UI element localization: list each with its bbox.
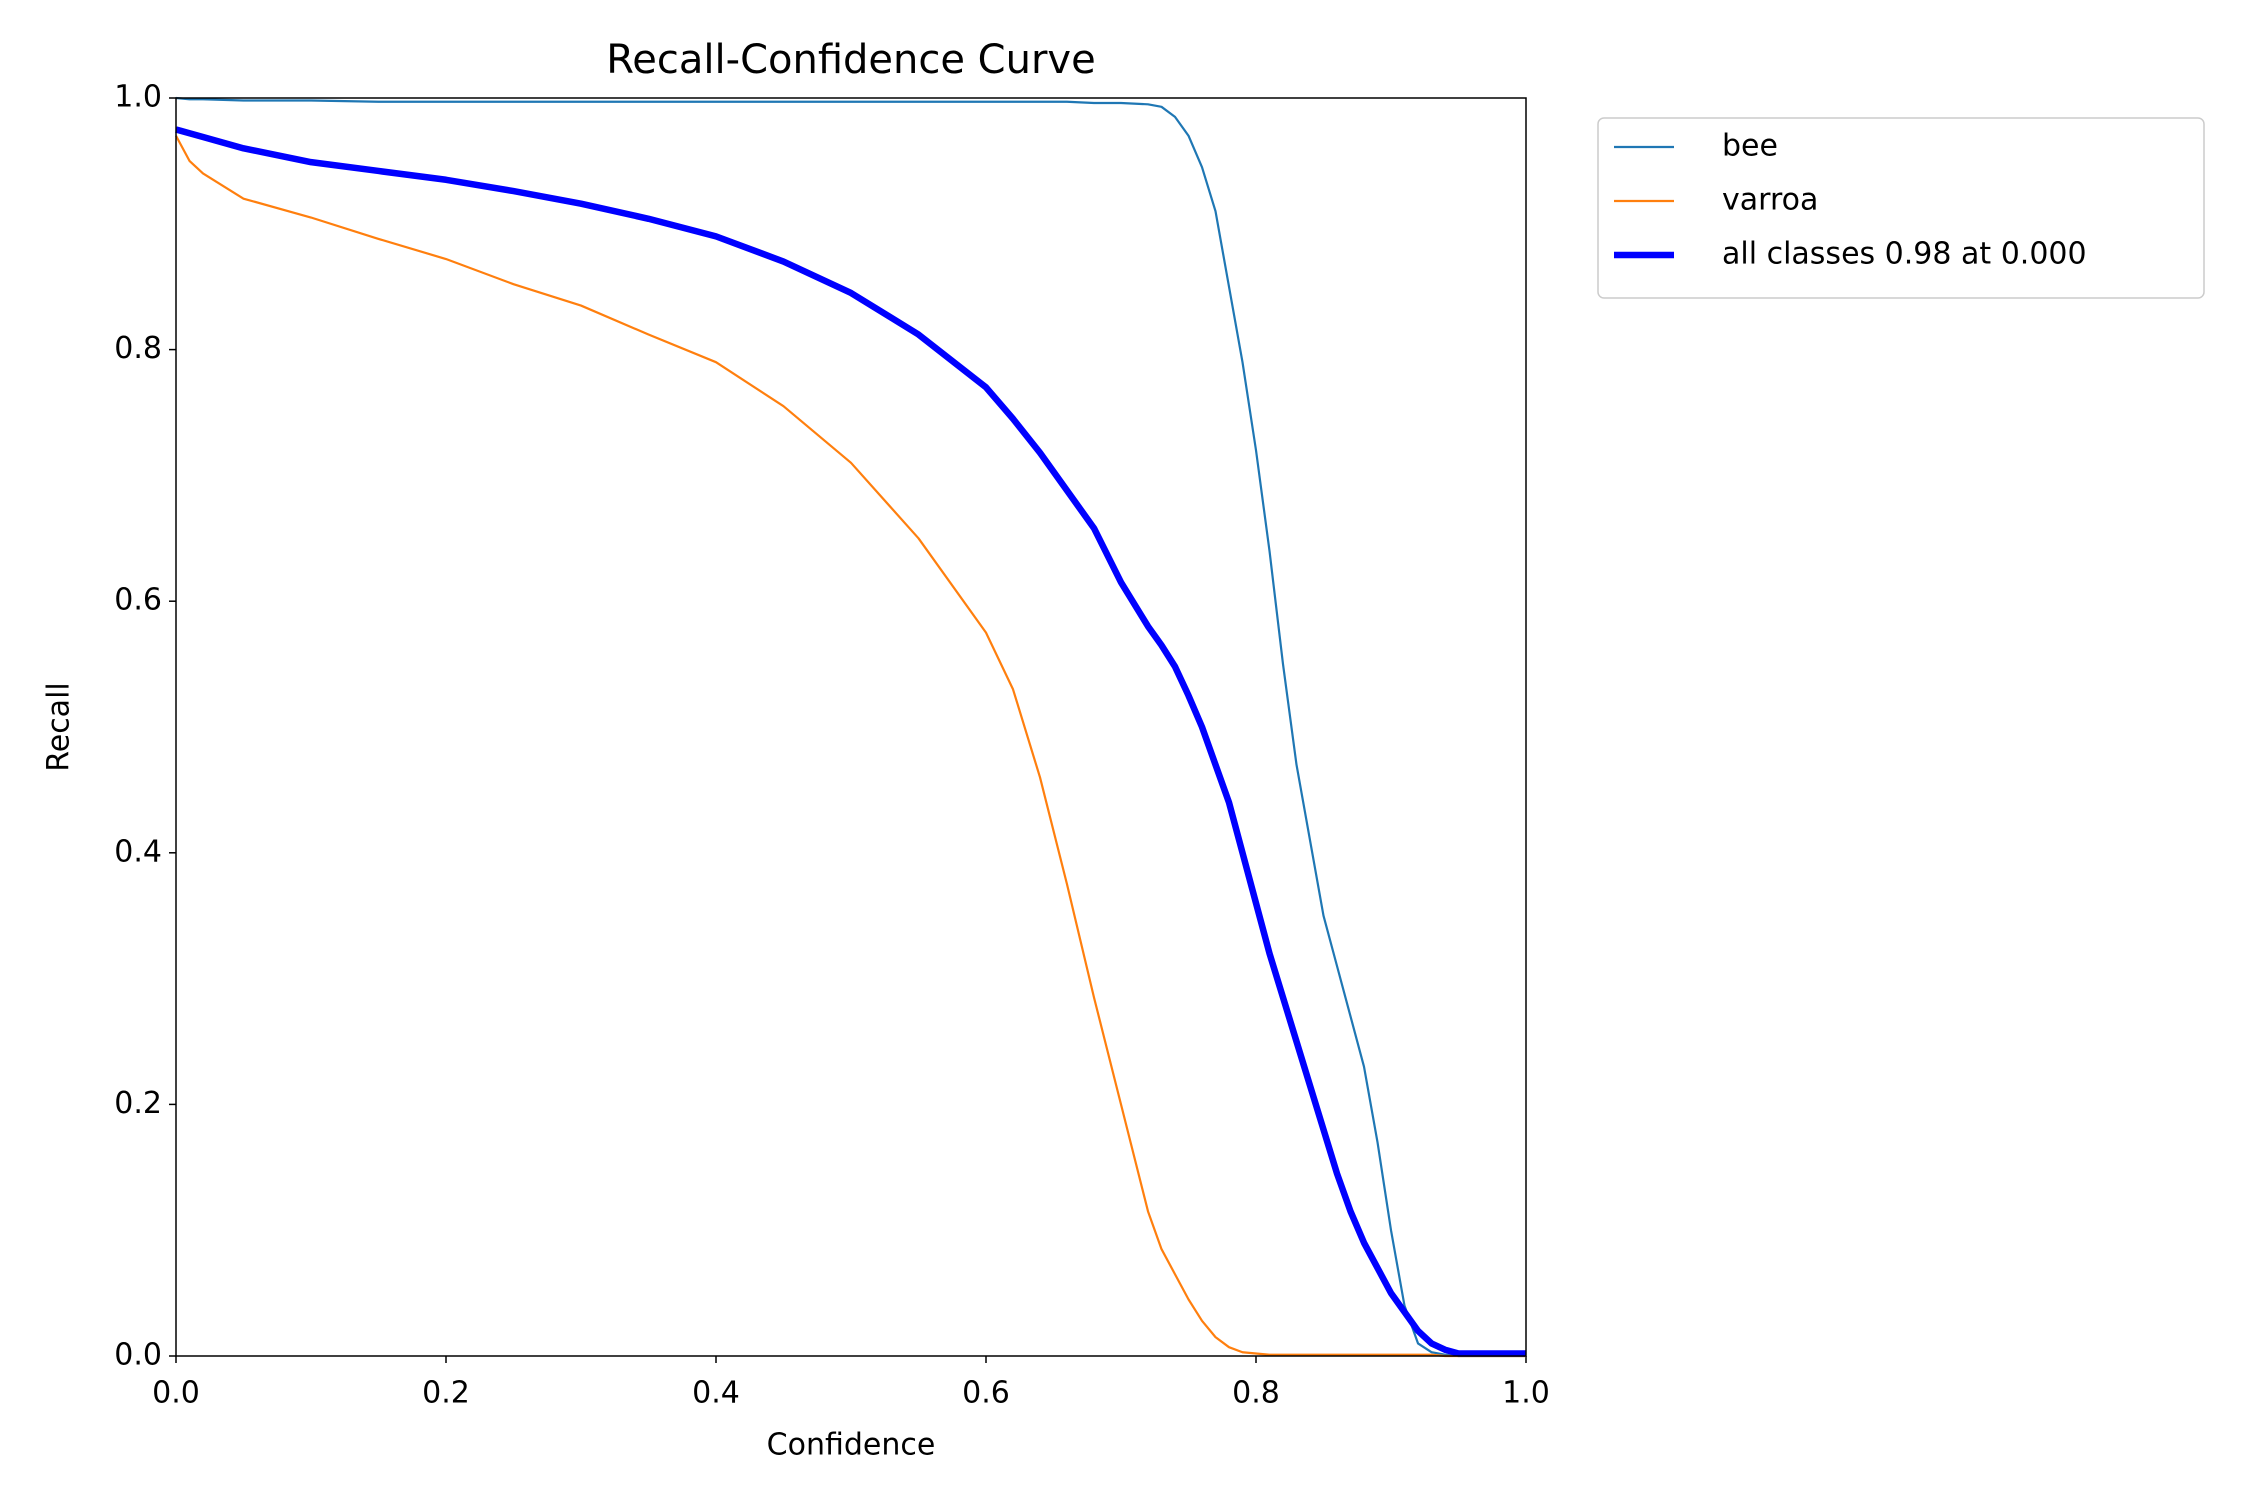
chart-title: Recall-Confidence Curve bbox=[606, 37, 1095, 83]
y-tick-label: 0.8 bbox=[114, 331, 162, 366]
plot-frame bbox=[175, 97, 1527, 1357]
y-tick-label: 1.0 bbox=[114, 80, 162, 115]
x-tick-label: 0.8 bbox=[1232, 1376, 1280, 1411]
x-tick-label: 0.4 bbox=[692, 1376, 740, 1411]
legend-label: varroa bbox=[1722, 183, 1818, 218]
y-tick-label: 0.6 bbox=[114, 583, 162, 618]
legend-label: all classes 0.98 at 0.000 bbox=[1722, 237, 2087, 272]
y-tick-label: 0.0 bbox=[114, 1338, 162, 1373]
y-axis-label: Recall bbox=[42, 682, 77, 772]
series-line bbox=[175, 135, 1526, 1358]
x-axis-label: Confidence bbox=[767, 1428, 936, 1463]
series-line bbox=[175, 126, 1526, 1357]
x-tick-label: 0.0 bbox=[152, 1376, 200, 1411]
x-tick-label: 1.0 bbox=[1502, 1376, 1550, 1411]
y-tick-label: 0.2 bbox=[114, 1086, 162, 1121]
y-tick-label: 0.4 bbox=[114, 834, 162, 869]
legend-label: bee bbox=[1722, 129, 1778, 164]
legend-box bbox=[1597, 117, 2205, 299]
x-tick-label: 0.2 bbox=[422, 1376, 470, 1411]
series-line bbox=[175, 96, 1526, 1358]
x-tick-label: 0.6 bbox=[962, 1376, 1010, 1411]
